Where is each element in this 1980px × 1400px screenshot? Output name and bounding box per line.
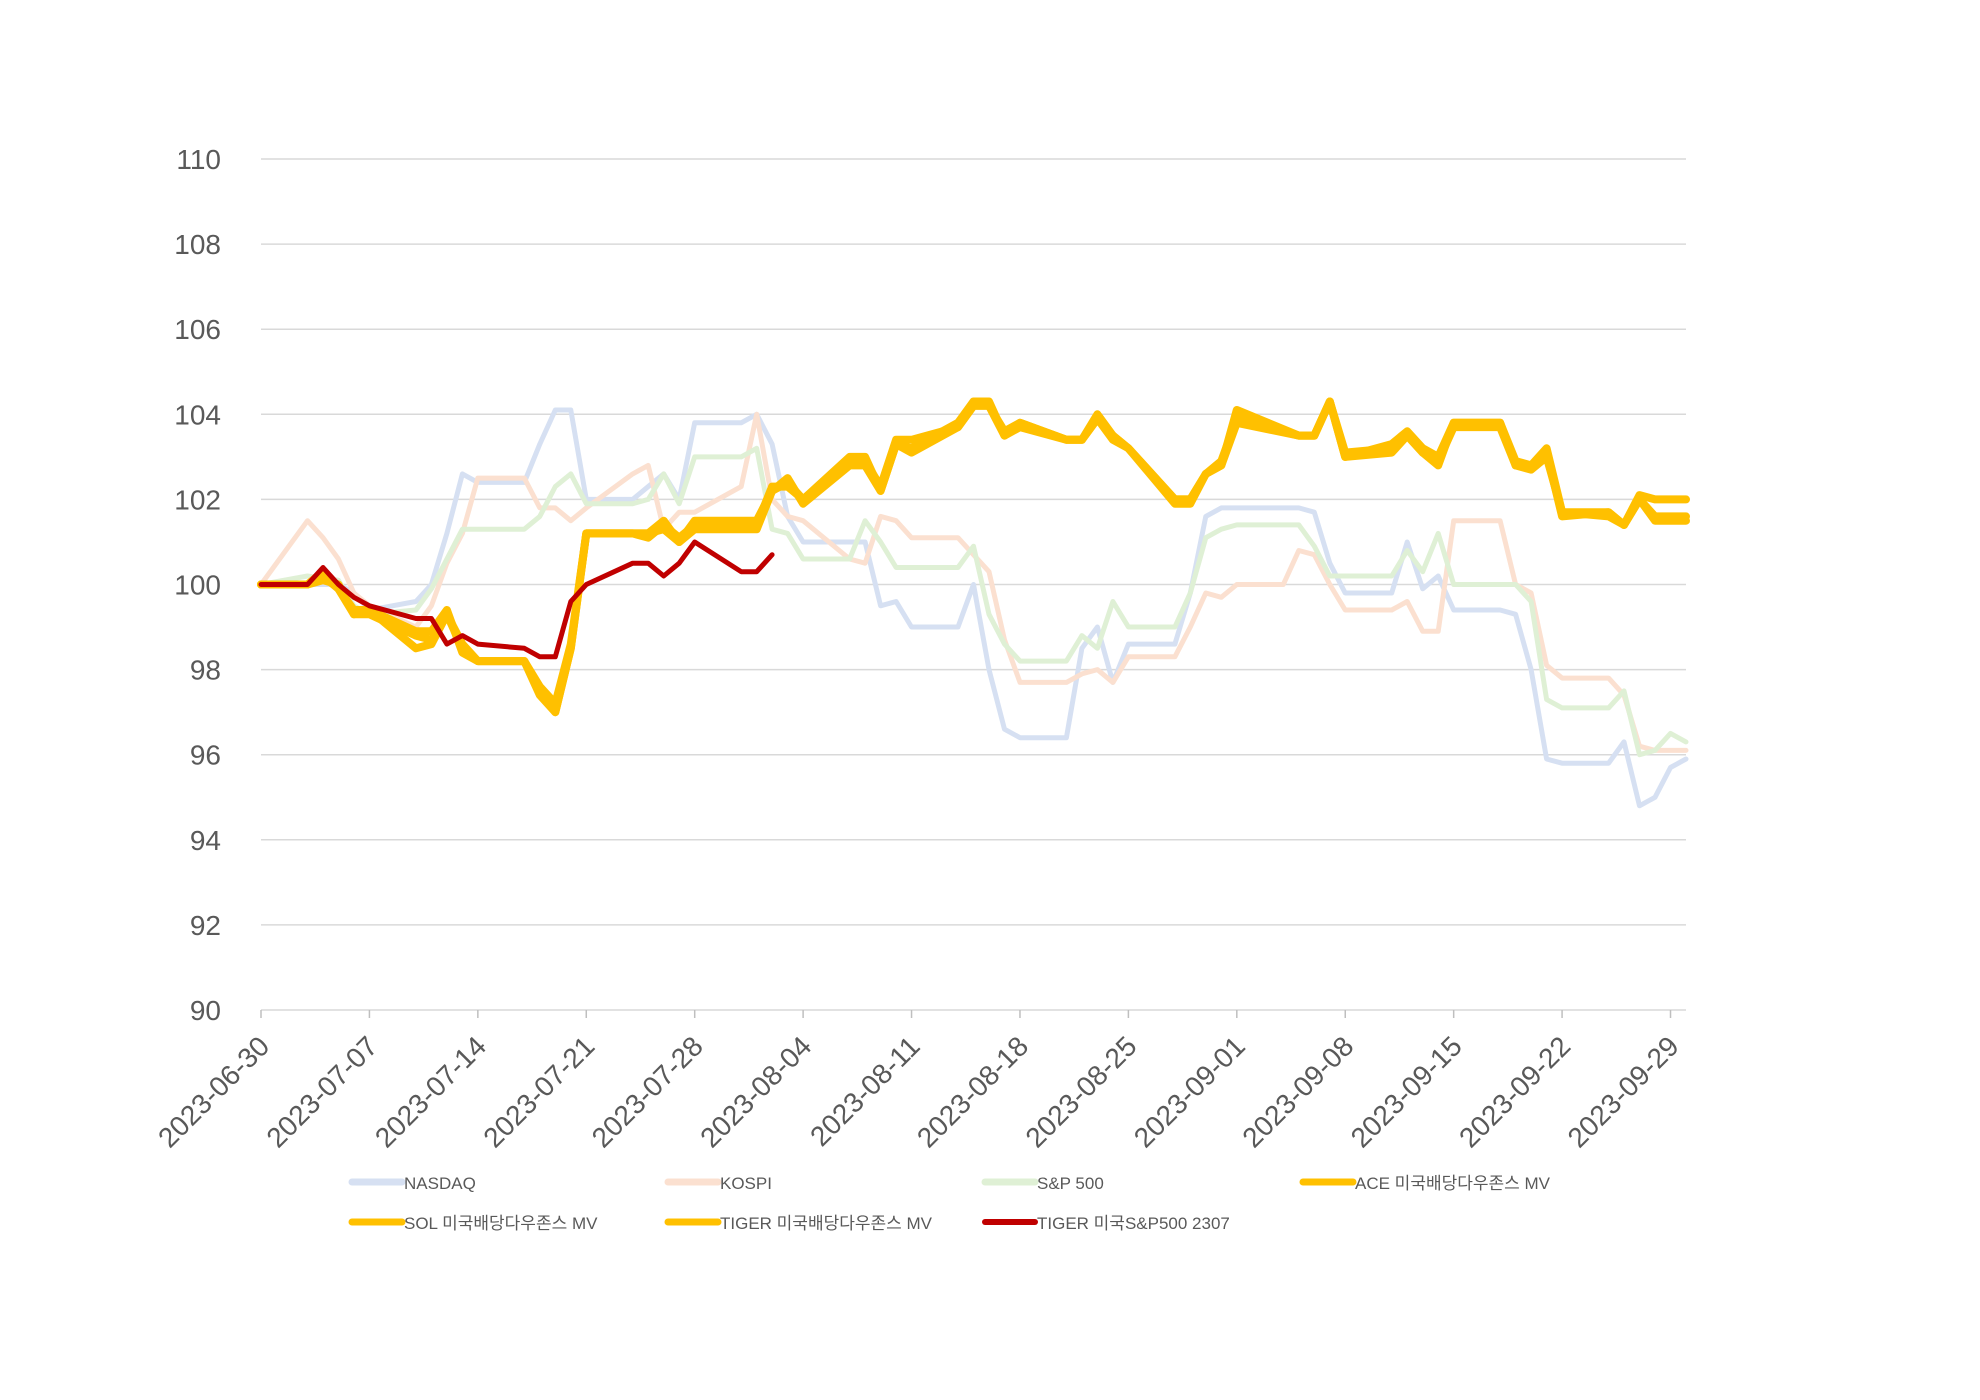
x-tick-label: 2023-09-08: [1236, 1030, 1359, 1153]
x-tick-label: 2023-07-21: [477, 1030, 600, 1153]
legend-label: S&P 500: [1037, 1174, 1104, 1193]
x-tick-label: 2023-09-01: [1128, 1030, 1251, 1153]
legend-label: ACE 미국배당다우존스 MV: [1355, 1174, 1551, 1193]
x-tick-label: 2023-07-14: [369, 1030, 492, 1153]
x-tick-label: 2023-07-28: [586, 1030, 709, 1153]
y-tick-label: 110: [176, 144, 221, 175]
series-line-nasdaq: [258, 407, 1689, 809]
y-tick-label: 108: [174, 229, 221, 260]
y-tick-label: 102: [174, 484, 221, 515]
x-tick-label: 2023-09-22: [1453, 1030, 1576, 1153]
gridlines: [261, 158, 1686, 926]
legend-label: TIGER 미국배당다우존스 MV: [720, 1214, 933, 1233]
y-tick-label: 100: [174, 570, 221, 601]
y-tick-label: 94: [190, 825, 221, 856]
legend: NASDAQ KOSPI S&P 500 ACE 미국배당다우존스 MV SOL 미국배…: [348, 1174, 1551, 1233]
x-tick-label: 2023-08-11: [804, 1030, 926, 1152]
y-tick-label: 92: [190, 910, 221, 941]
legend-label: SOL 미국배당다우존스 MV: [404, 1214, 598, 1233]
series-line-kospi: [258, 411, 1689, 753]
legend-label: TIGER 미국S&P500 2307: [1037, 1214, 1230, 1233]
series-line-s-p-500: [258, 445, 1689, 758]
series-lines: [257, 397, 1690, 809]
x-tick-label: 2023-08-25: [1019, 1030, 1142, 1153]
y-axis-tick-labels: 90 92 94 96 98 100 102 104 106 108 110: [174, 144, 221, 1026]
x-tick-label: 2023-09-15: [1345, 1030, 1468, 1153]
x-axis: 2023-06-302023-07-072023-07-142023-07-21…: [152, 1009, 1686, 1154]
series-line-tiger-mv: [257, 397, 1690, 717]
x-tick-label: 2023-08-04: [694, 1030, 817, 1153]
y-tick-label: 98: [190, 655, 221, 686]
x-tick-label: 2023-08-18: [911, 1030, 1034, 1153]
x-tick-label: 2023-09-29: [1562, 1030, 1685, 1153]
y-tick-label: 90: [190, 995, 221, 1026]
x-tick-label: 2023-06-30: [152, 1030, 275, 1153]
x-tick-label: 2023-07-07: [260, 1030, 383, 1153]
y-tick-label: 106: [174, 314, 221, 345]
y-tick-label: 96: [190, 740, 221, 771]
legend-label: KOSPI: [720, 1174, 772, 1193]
series-line-tiger-s-p500-2307: [258, 539, 775, 660]
y-tick-label: 104: [174, 399, 221, 430]
legend-label: NASDAQ: [404, 1174, 476, 1193]
